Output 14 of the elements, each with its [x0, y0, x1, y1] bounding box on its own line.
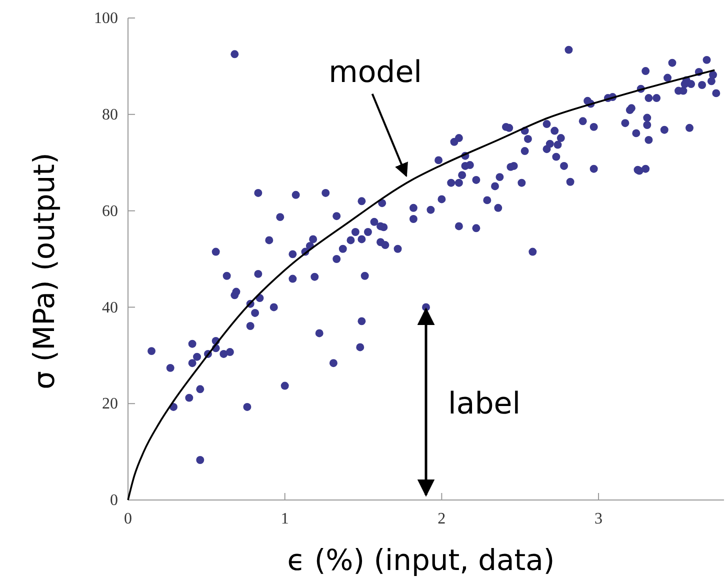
annotation: model — [328, 54, 422, 90]
y-tick-label: 60 — [102, 202, 118, 220]
y-tick-label: 0 — [110, 492, 118, 510]
x-tick-label: 2 — [438, 510, 446, 528]
y-tick-label: 20 — [102, 396, 118, 413]
x-axis-title: ϵ (%) (input, data) — [287, 543, 555, 577]
y-tick-label: 40 — [102, 299, 118, 316]
annotation: label — [448, 386, 521, 422]
x-tick-label: 0 — [124, 510, 132, 528]
x-tick-label: 1 — [280, 510, 289, 528]
y-tick-label: 80 — [102, 106, 118, 124]
y-axis-title: σ (MPa) (output) — [27, 152, 61, 390]
x-tick-label: 3 — [594, 510, 603, 528]
y-tick-label: 100 — [94, 10, 118, 28]
